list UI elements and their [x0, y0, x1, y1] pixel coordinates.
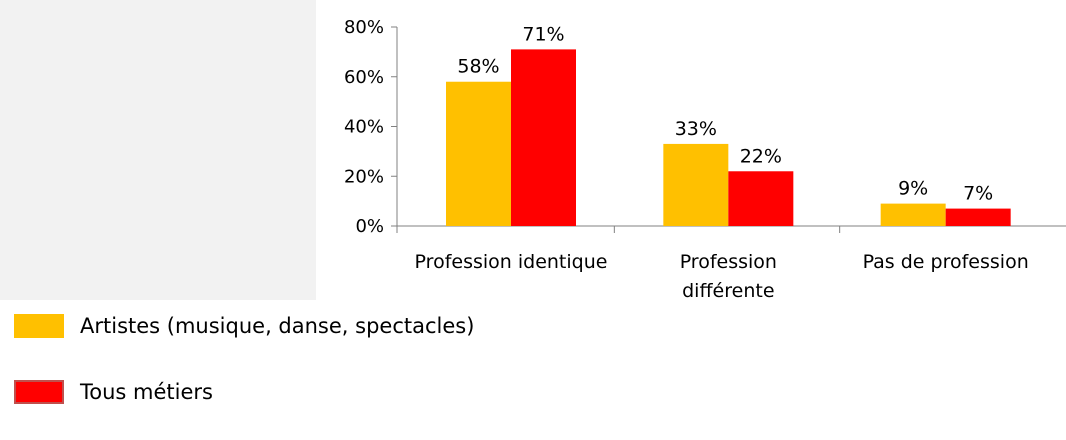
y-tick-label: 80%: [344, 17, 384, 38]
data-label: 9%: [898, 178, 928, 200]
legend-swatch-tous-metiers: [14, 380, 64, 404]
x-category-label: Profession identique: [415, 251, 608, 273]
y-tick-label: 60%: [344, 67, 384, 88]
background-panel: [0, 0, 316, 300]
legend-label-tous-metiers: Tous métiers: [80, 380, 213, 404]
bar: [945, 208, 1011, 226]
y-tick-label: 20%: [344, 166, 384, 187]
bar: [880, 203, 946, 226]
legend-item-artistes: Artistes (musique, danse, spectacles): [14, 308, 474, 344]
bar: [511, 49, 576, 227]
legend-swatch-artistes: [14, 314, 64, 338]
x-category-label: différente: [682, 280, 774, 300]
y-tick-label: 40%: [344, 117, 384, 138]
bar: [663, 143, 729, 226]
x-category-label: Pas de profession: [863, 251, 1029, 273]
bar: [446, 81, 511, 226]
data-label: 22%: [740, 145, 782, 167]
chart-legend: Artistes (musique, danse, spectacles) To…: [14, 308, 474, 440]
data-label: 7%: [963, 183, 993, 205]
chart-labels: Profession identique Profession différente…: [415, 23, 1029, 300]
chart-bars: [446, 49, 1011, 227]
bar: [728, 171, 794, 226]
legend-label-artistes: Artistes (musique, danse, spectacles): [80, 314, 475, 338]
bar-chart: 0%20%40%60%80% Profession identique Profe…: [344, 17, 1066, 300]
data-label: 58%: [457, 56, 499, 78]
y-tick-label: 0%: [355, 216, 384, 237]
data-label: 71%: [522, 23, 564, 45]
data-label: 33%: [675, 118, 717, 140]
x-category-label: Profession: [680, 251, 777, 273]
legend-item-tous-metiers: Tous métiers: [14, 374, 474, 410]
